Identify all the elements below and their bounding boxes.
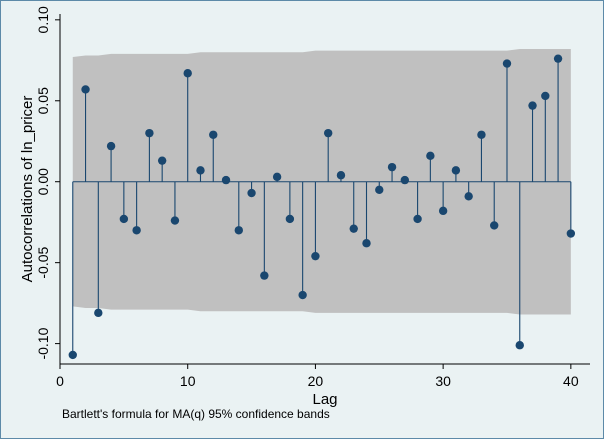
y-tick-label: -0.10 (35, 327, 51, 359)
acf-point (323, 128, 333, 138)
acf-point (234, 226, 243, 235)
acf-point (68, 350, 77, 360)
acf-point (247, 188, 256, 198)
y-axis-title: Autocorrelations of ln_pricer (19, 96, 36, 283)
acf-point (132, 226, 141, 235)
acf-point (438, 206, 448, 216)
acf-point (106, 141, 116, 151)
acf-point (221, 175, 231, 185)
acf-point (553, 54, 563, 63)
y-tick-label: -0.05 (35, 246, 51, 278)
acf-point (515, 341, 524, 350)
x-tick-label: 40 (563, 373, 579, 389)
chart-note: Bartlett's formula for MA(q) 95% confide… (62, 407, 330, 421)
acf-point (209, 130, 218, 139)
acf-point (490, 221, 499, 230)
x-tick-label: 10 (180, 373, 196, 389)
y-tick-label: 0.05 (35, 87, 51, 114)
acf-point (451, 166, 461, 175)
x-tick-label: 30 (435, 373, 451, 389)
acf-point (260, 271, 269, 280)
acf-point (272, 172, 282, 182)
acf-point (400, 175, 410, 185)
acf-point (477, 130, 486, 139)
acf-point (413, 214, 422, 224)
acf-point (311, 251, 320, 261)
acf-point (81, 85, 90, 94)
acf-point (502, 59, 512, 68)
acf-point (196, 166, 205, 175)
acf-point (170, 216, 180, 225)
acf-point (541, 91, 550, 101)
acf-point (349, 224, 358, 233)
x-tick-label: 20 (308, 373, 324, 389)
acf-point (94, 308, 103, 318)
acf-point (336, 171, 346, 180)
y-tick-label: 0.00 (35, 168, 51, 195)
acf-point (285, 214, 295, 224)
acf-point (528, 101, 537, 110)
acf-point (145, 128, 154, 138)
acf-point (426, 151, 435, 161)
stem-layer (68, 54, 576, 360)
acf-point (119, 214, 129, 224)
acf-point (298, 290, 307, 300)
acf-point (362, 239, 371, 248)
x-axis-title: Lag (312, 391, 337, 408)
x-tick-label: 0 (56, 373, 64, 389)
y-tick-label: 0.10 (35, 6, 51, 33)
acf-point (375, 185, 384, 195)
acf-point (183, 69, 192, 78)
acf-point (566, 229, 576, 238)
acf-point (387, 162, 397, 172)
axes-layer: -0.10 -0.05 0.00 0.05 0.10 0 10 20 30 40 (35, 6, 590, 389)
acf-point (464, 192, 473, 201)
acf-point (157, 156, 167, 165)
